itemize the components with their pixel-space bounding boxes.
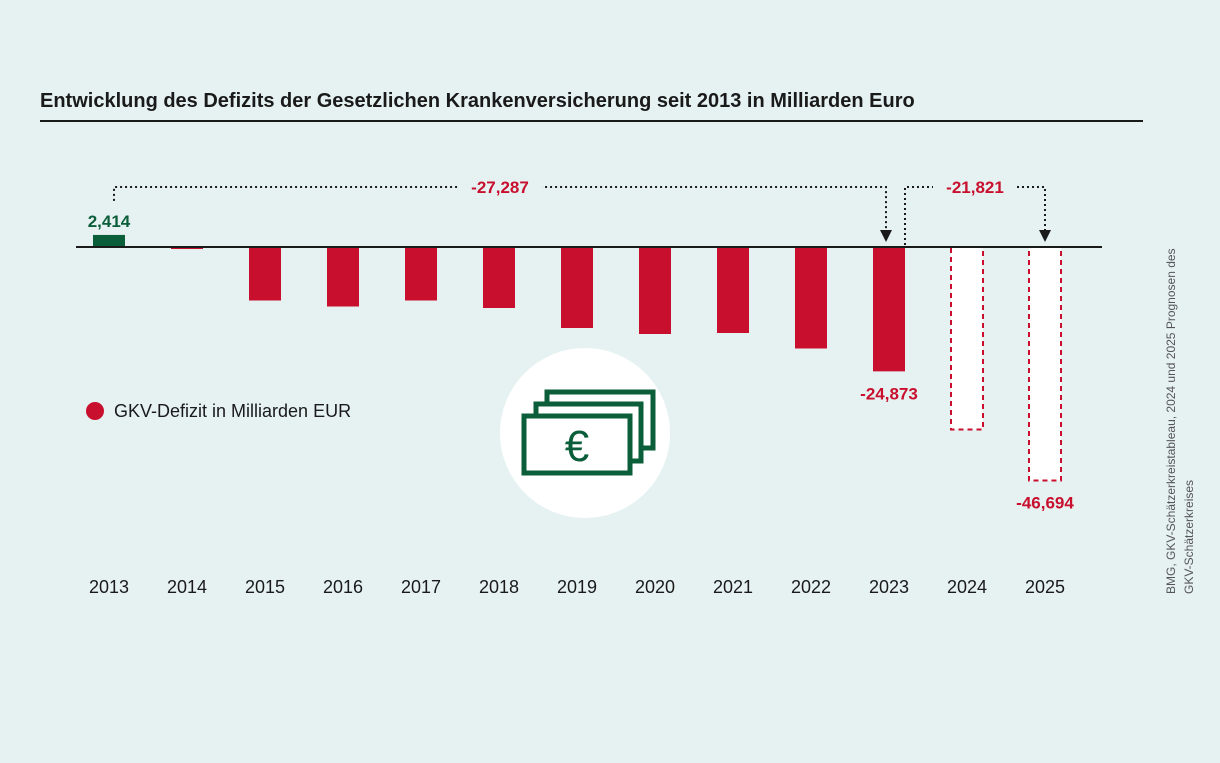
chart-title: Entwicklung des Defizits der Gesetzliche…	[40, 90, 915, 112]
source-line-1: BMG, GKV-Schätzerkreistableau, 2024 und …	[1164, 248, 1178, 594]
x-tick-2022: 2022	[791, 577, 831, 597]
data-label-2013: 2,414	[88, 212, 131, 231]
bar-2024-forecast	[950, 246, 984, 431]
x-tick-2014: 2014	[167, 577, 207, 597]
legend-label: GKV-Defizit in Milliarden EUR	[114, 401, 351, 421]
x-tick-2020: 2020	[635, 577, 675, 597]
x-axis-ticks: 2013 2014 2015 2016 2017 2018 2019 2020 2021 2022…	[89, 577, 1065, 597]
x-tick-2015: 2015	[245, 577, 285, 597]
annotation-arrow-2025	[1039, 230, 1051, 242]
data-label-2025: -46,694	[1016, 493, 1074, 512]
annotation-label-2013-2023: -27,287	[471, 178, 529, 197]
x-tick-2013: 2013	[89, 577, 129, 597]
bar-2013	[93, 234, 125, 247]
bar-2023	[873, 247, 905, 372]
bar-2020	[639, 247, 671, 334]
data-labels-group: 2,414 -24,873 -46,694	[88, 212, 1075, 513]
x-tick-2024: 2024	[947, 577, 987, 597]
legend-marker	[86, 402, 104, 420]
bar-2025-forecast	[1028, 246, 1062, 482]
x-tick-2025: 2025	[1025, 577, 1065, 597]
bar-2017	[405, 247, 437, 301]
bar-2022	[795, 247, 827, 349]
annotation-line-2013-2023	[113, 186, 887, 232]
annotation-arrow-2023	[880, 230, 892, 242]
annotation-label-2023-2025: -21,821	[946, 178, 1004, 197]
x-tick-2021: 2021	[713, 577, 753, 597]
annotation-line-2023-2025	[904, 186, 1046, 245]
legend: GKV-Defizit in Milliarden EUR	[86, 401, 351, 421]
source-line-2: GKV-Schätzerkreises	[1182, 480, 1196, 594]
x-tick-2017: 2017	[401, 577, 441, 597]
bar-2018	[483, 247, 515, 308]
x-tick-2018: 2018	[479, 577, 519, 597]
bar-2015	[249, 247, 281, 301]
source-note: BMG, GKV-Schätzerkreistableau, 2024 und …	[1164, 248, 1196, 594]
annotation-label-bg	[458, 175, 542, 199]
bars-group	[93, 234, 1062, 482]
euro-banknotes-icon: €	[500, 348, 670, 518]
bar-2021	[717, 247, 749, 333]
bar-2016	[327, 247, 359, 307]
x-tick-2023: 2023	[869, 577, 909, 597]
x-tick-2016: 2016	[323, 577, 363, 597]
annotations-group: -27,287 -21,821	[113, 175, 1051, 245]
annotation-label-bg	[933, 175, 1017, 199]
euro-glyph: €	[565, 422, 589, 471]
x-tick-2019: 2019	[557, 577, 597, 597]
data-label-2023: -24,873	[860, 384, 918, 403]
bar-2019	[561, 247, 593, 328]
